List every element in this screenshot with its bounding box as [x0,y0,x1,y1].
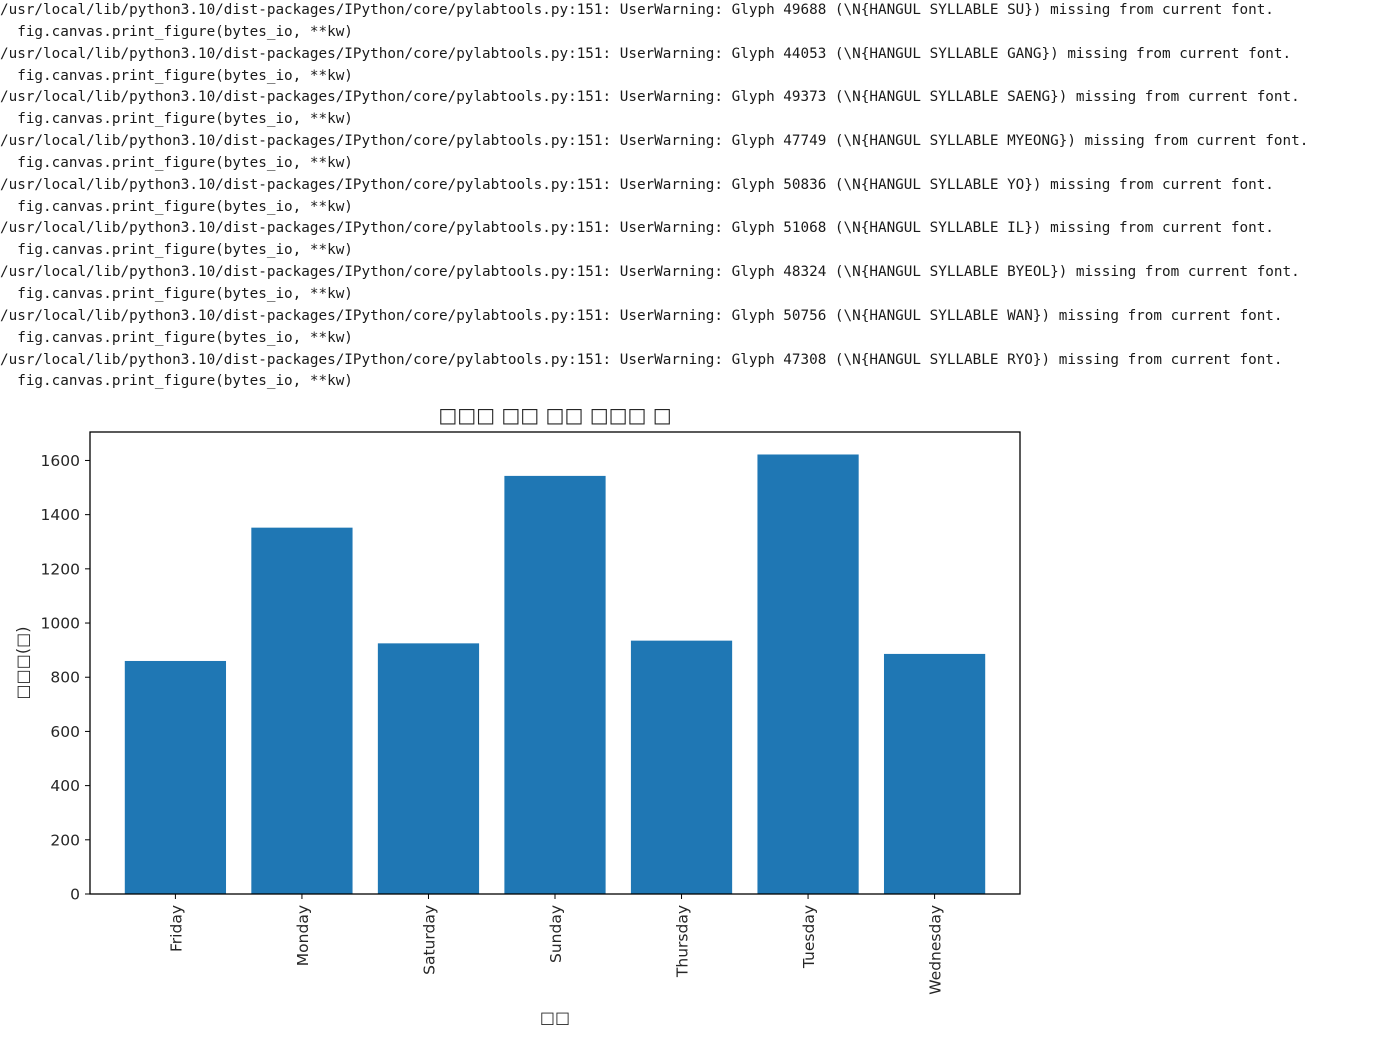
warning-line: /usr/local/lib/python3.10/dist-packages/… [0,176,1274,193]
x-tick-label: Sunday [547,905,565,963]
y-axis-label: □□□(□) [13,627,32,700]
print-figure-line: fig.canvas.print_figure(bytes_io, **kw) [0,329,353,346]
y-tick-label: 600 [50,723,80,741]
bar-saturday [377,643,480,894]
print-figure-line: fig.canvas.print_figure(bytes_io, **kw) [0,373,353,390]
x-tick-label: Tuesday [800,905,818,969]
warning-line: /usr/local/lib/python3.10/dist-packages/… [0,133,1309,150]
y-tick-label: 1600 [41,452,80,470]
warning-line: /usr/local/lib/python3.10/dist-packages/… [0,307,1283,324]
bar-thursday [630,640,733,894]
chart-title: □□□ □□ □□ □□□ □ [438,403,671,427]
y-axis: 0 200 400 600 800 1000 1200 1400 1600 [41,452,90,904]
y-tick-label: 0 [70,886,80,904]
print-figure-line: fig.canvas.print_figure(bytes_io, **kw) [0,23,353,40]
print-figure-line: fig.canvas.print_figure(bytes_io, **kw) [0,111,353,128]
cell-output-log: /usr/local/lib/python3.10/dist-packages/… [0,0,1375,393]
bar-friday [124,660,227,894]
bar-series [124,454,986,894]
y-tick-label: 200 [50,831,80,849]
x-tick-label: Monday [294,905,312,966]
print-figure-line: fig.canvas.print_figure(bytes_io, **kw) [0,67,353,84]
bar-wednesday [883,653,986,894]
x-axis: Friday Monday Saturday Sunday Thursday Tuesda… [167,894,945,995]
warning-line: /usr/local/lib/python3.10/dist-packages/… [0,220,1274,237]
x-tick-label: Saturday [420,905,438,975]
x-tick-label: Wednesday [927,905,945,995]
bar-tuesday [757,454,859,894]
y-tick-label: 400 [50,777,80,795]
print-figure-line: fig.canvas.print_figure(bytes_io, **kw) [0,154,353,171]
print-figure-line: fig.canvas.print_figure(bytes_io, **kw) [0,242,353,259]
x-axis-label: □□ [540,1008,570,1027]
bar-chart: 0 200 400 600 800 1000 1200 1400 1600 Friday Mond… [13,403,1021,1027]
x-tick-label: Friday [167,905,185,952]
warning-line: /usr/local/lib/python3.10/dist-packages/… [0,45,1292,62]
x-tick-label: Thursday [674,905,692,978]
y-tick-label: 800 [50,669,80,687]
bar-monday [251,527,353,894]
print-figure-line: fig.canvas.print_figure(bytes_io, **kw) [0,198,353,215]
warning-line: /usr/local/lib/python3.10/dist-packages/… [0,89,1300,106]
y-tick-label: 1200 [41,560,80,578]
bar-chart-figure: 0 200 400 600 800 1000 1200 1400 1600 Friday Mond… [0,398,1040,1034]
y-tick-label: 1400 [41,506,80,524]
bar-sunday [504,475,606,894]
warning-line: /usr/local/lib/python3.10/dist-packages/… [0,2,1274,18]
y-tick-label: 1000 [41,615,80,633]
warning-line: /usr/local/lib/python3.10/dist-packages/… [0,264,1300,281]
warning-line: /usr/local/lib/python3.10/dist-packages/… [0,351,1283,368]
print-figure-line: fig.canvas.print_figure(bytes_io, **kw) [0,285,353,302]
